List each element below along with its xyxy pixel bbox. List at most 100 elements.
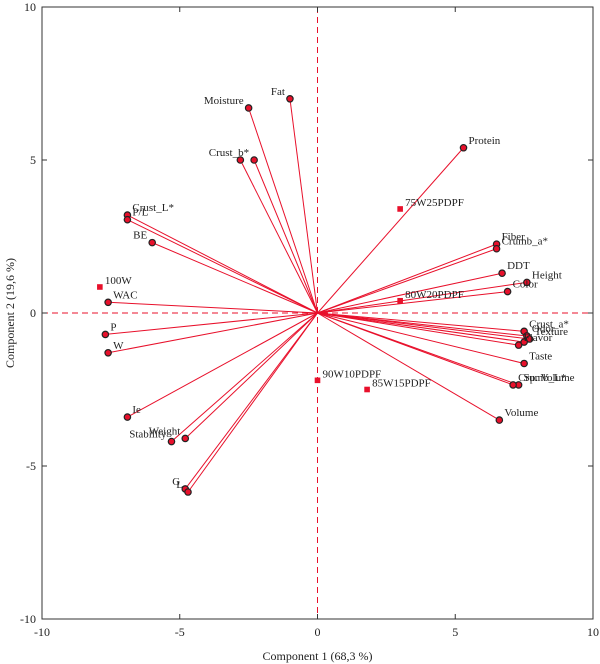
loading-point	[509, 381, 517, 389]
loading-label: Odor	[532, 323, 555, 335]
loading-label: Crust_L*	[132, 202, 174, 214]
loading-label: P	[110, 321, 116, 333]
x-tick-label: 0	[315, 625, 321, 639]
loading-vector	[317, 243, 497, 314]
loading-point	[244, 104, 253, 112]
loading-label: Protein	[469, 135, 501, 147]
loading-point	[123, 413, 132, 421]
loading-label: Flavor	[524, 332, 553, 344]
loading-vector	[317, 281, 527, 314]
score-point	[397, 297, 403, 304]
loading-vector	[317, 291, 508, 314]
loading-label: P/L	[132, 207, 148, 219]
loading-point	[236, 156, 245, 164]
loading-vector	[248, 107, 318, 314]
loading-point	[520, 359, 528, 368]
y-tick-label: -5	[26, 459, 36, 473]
x-tick-label: -10	[34, 625, 50, 639]
loading-point	[495, 416, 504, 424]
score-label: 100W	[105, 275, 133, 287]
loading-vector	[289, 98, 318, 314]
y-tick-label: -10	[20, 612, 36, 626]
loading-vector	[317, 312, 525, 364]
x-axis-label: Component 1 (68,3 %)	[263, 649, 373, 663]
loading-label: Crumb_L*	[518, 372, 566, 384]
loading-point	[148, 238, 157, 247]
loading-point	[520, 338, 528, 346]
y-axis-label: Component 2 (19,6 %)	[3, 258, 17, 368]
loading-vector	[239, 159, 318, 314]
y-tick-label: 10	[24, 0, 36, 14]
score-point	[314, 377, 321, 384]
loading-point	[459, 143, 468, 152]
score-point	[364, 386, 370, 393]
loading-vector	[127, 312, 318, 418]
loading-label: L	[176, 479, 183, 491]
loading-vector	[105, 312, 318, 335]
loading-vector	[184, 312, 318, 439]
loading-vector	[317, 147, 464, 314]
loading-point	[167, 437, 176, 446]
score-label: 75W25PDPF	[405, 197, 464, 209]
loading-vector	[317, 312, 525, 343]
loading-vector	[127, 219, 318, 314]
loading-label: Crumb_a*	[502, 236, 548, 248]
loading-label: Taste	[529, 350, 552, 362]
loading-vector	[317, 248, 497, 314]
loading-point	[492, 244, 501, 253]
loading-label: Stability	[129, 429, 167, 441]
loading-point	[498, 269, 506, 278]
loading-vector	[187, 312, 318, 493]
loading-vector	[171, 312, 318, 442]
loading-vector	[152, 242, 318, 314]
loading-label: Height	[532, 269, 562, 281]
loading-vector	[317, 312, 525, 332]
loading-label: G	[172, 476, 180, 488]
loading-point	[123, 215, 132, 224]
loading-label: Fat	[271, 86, 285, 98]
loading-point	[181, 434, 190, 443]
loading-vector	[317, 312, 514, 386]
loading-vector	[184, 312, 318, 490]
loading-label: WAC	[113, 289, 137, 301]
score-point	[397, 206, 403, 212]
loading-label: Crust_a*	[529, 318, 569, 330]
score-point	[97, 284, 103, 290]
y-tick-label: 0	[30, 306, 36, 320]
loading-vector	[108, 301, 318, 314]
loading-point	[101, 330, 110, 339]
loading-vector	[317, 312, 530, 340]
loading-label: Volume	[504, 407, 538, 419]
loading-label: Texture	[535, 326, 569, 338]
loading-point	[250, 156, 258, 164]
x-tick-label: 10	[587, 625, 599, 639]
score-label: 90W10PDPF	[323, 368, 382, 380]
loading-label: Moisture	[204, 95, 244, 107]
loading-label: Crust_b*	[209, 147, 249, 159]
x-tick-label: 5	[452, 625, 458, 639]
loading-label: Ie	[132, 404, 141, 416]
loading-label: W	[113, 340, 124, 352]
loading-point	[525, 335, 534, 343]
x-tick-label: -5	[175, 625, 185, 639]
loading-label: Sp. Volume	[524, 372, 575, 384]
loading-vector	[317, 312, 500, 421]
loading-point	[523, 278, 531, 287]
loading-label: BE	[133, 230, 147, 242]
loading-point	[514, 341, 523, 349]
loading-vector	[317, 312, 519, 346]
loading-label: DDT	[507, 260, 530, 272]
y-tick-label: 5	[30, 153, 36, 167]
loading-point	[503, 287, 512, 296]
loading-vector	[108, 312, 318, 354]
score-label: 85W15PDPF	[372, 378, 431, 390]
score-label: 80W20PDPF	[405, 289, 464, 301]
loading-point	[286, 95, 294, 103]
loading-vector	[127, 214, 318, 314]
loading-label: Color	[513, 279, 538, 291]
loading-point	[104, 348, 112, 357]
loading-vector	[253, 159, 318, 314]
loading-point	[184, 488, 192, 496]
loading-vector	[317, 272, 503, 314]
